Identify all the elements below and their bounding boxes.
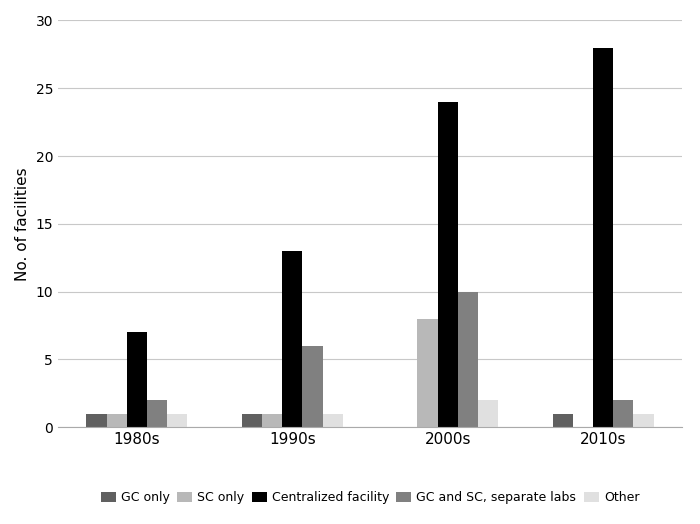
- Bar: [593, 48, 613, 427]
- Y-axis label: No. of facilities: No. of facilities: [15, 167, 30, 281]
- Bar: [241, 414, 262, 427]
- Bar: [302, 346, 323, 427]
- Legend: GC only, SC only, Centralized facility, GC and SC, separate labs, Other: GC only, SC only, Centralized facility, …: [96, 486, 644, 509]
- Bar: [106, 414, 127, 427]
- Bar: [417, 319, 438, 427]
- Bar: [127, 332, 147, 427]
- Bar: [86, 414, 106, 427]
- Bar: [634, 414, 654, 427]
- Bar: [478, 400, 498, 427]
- Bar: [613, 400, 634, 427]
- Bar: [147, 400, 167, 427]
- Bar: [552, 414, 573, 427]
- Bar: [438, 102, 458, 427]
- Bar: [458, 292, 478, 427]
- Bar: [323, 414, 343, 427]
- Bar: [262, 414, 282, 427]
- Bar: [282, 251, 302, 427]
- Bar: [167, 414, 188, 427]
